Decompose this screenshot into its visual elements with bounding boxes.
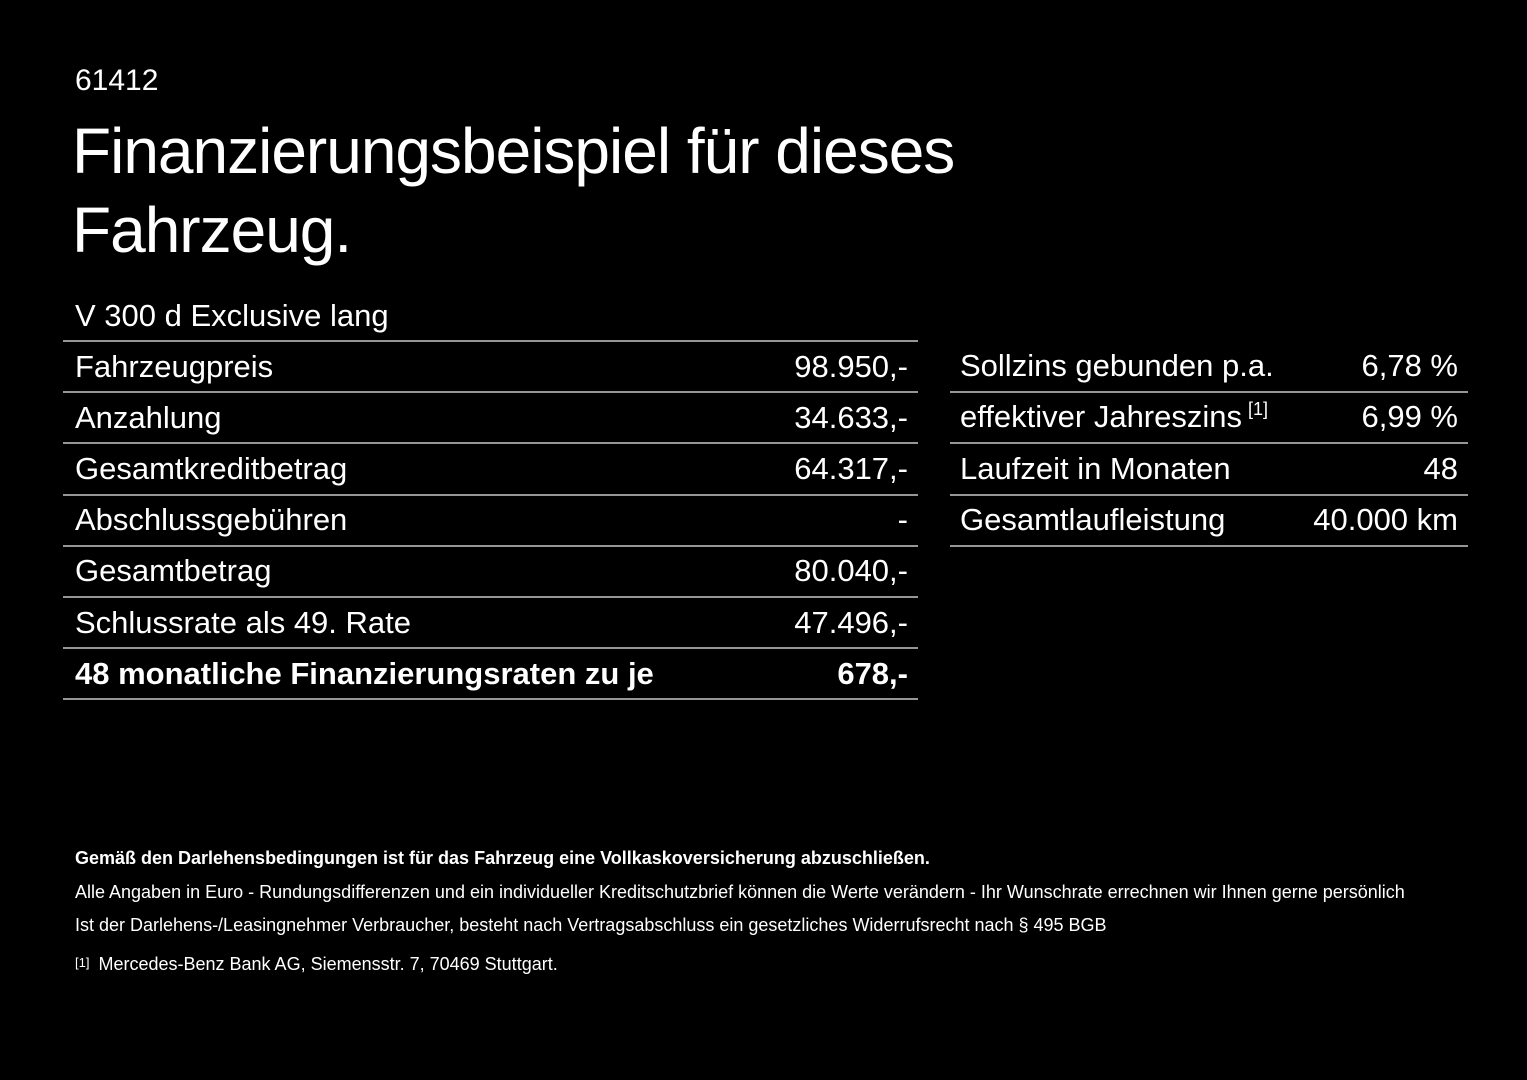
withdrawal-note: Ist der Darlehens-/Leasingnehmer Verbrau… [75,915,1107,935]
row-label: 48 monatliche Finanzierungsraten zu je [75,655,654,691]
row-value: 6,78 % [1361,347,1458,383]
page-number: 61412 [75,64,159,97]
bank-footnote-text: Mercedes-Benz Bank AG, Siemensstr. 7, 70… [98,954,558,974]
bank-footnote: [1] Mercedes-Benz Bank AG, Siemensstr. 7,… [75,951,1455,978]
row-value: 6,99 % [1361,399,1458,435]
table-row-effektiver-jahreszins: effektiver Jahreszins [1] 6,99 % [950,393,1468,444]
footnote-marker: [1] [75,955,90,970]
row-value: 80.040,- [794,553,908,589]
row-label: Gesamtbetrag [75,553,272,589]
financing-table: V 300 d Exclusive lang Fahrzeugpreis 98.… [63,292,918,701]
row-label: Gesamtkreditbetrag [75,450,348,486]
vehicle-model: V 300 d Exclusive lang [63,292,918,342]
row-value: - [897,502,908,538]
table-row-fahrzeugpreis: Fahrzeugpreis 98.950,- [63,342,918,394]
disclaimer-note: Alle Angaben in Euro - Rundungsdifferenz… [75,882,1405,902]
row-label: Laufzeit in Monaten [960,450,1231,486]
row-label: Gesamtlaufleistung [960,502,1226,538]
row-label: effektiver Jahreszins [1] [960,399,1269,435]
table-row-schlussrate: Schlussrate als 49. Rate 47.496,- [63,598,918,650]
row-value: 48 [1423,450,1458,486]
page-title: Finanzierungsbeispiel für dieses Fahrzeu… [72,115,955,266]
table-row-monatsrate: 48 monatliche Finanzierungsraten zu je 6… [63,649,918,701]
row-value: 47.496,- [794,604,908,640]
footnote-reference-icon: [1] [1248,399,1269,420]
row-value: 64.317,- [794,450,908,486]
row-label: Fahrzeugpreis [75,348,274,384]
table-row-anzahlung: Anzahlung 34.633,- [63,393,918,445]
row-value: 34.633,- [794,399,908,435]
row-value: 678,- [837,655,908,691]
table-row-gesamtkreditbetrag: Gesamtkreditbetrag 64.317,- [63,444,918,496]
footer-notes: Gemäß den Darlehensbedingungen ist für d… [75,845,1455,984]
row-label: Anzahlung [75,399,222,435]
table-row-laufzeit: Laufzeit in Monaten 48 [950,444,1468,496]
table-row-gesamtlaufleistung: Gesamtlaufleistung 40.000 km [950,496,1468,547]
table-row-gesamtbetrag: Gesamtbetrag 80.040,- [63,547,918,598]
table-row-sollzins: Sollzins gebunden p.a. 6,78 % [950,341,1468,393]
row-label: Schlussrate als 49. Rate [75,604,412,640]
row-label: Sollzins gebunden p.a. [960,347,1274,383]
row-value: 40.000 km [1313,502,1458,538]
insurance-note: Gemäß den Darlehensbedingungen ist für d… [75,848,930,868]
table-row-abschlussgebuehren: Abschlussgebühren - [63,496,918,547]
conditions-table: Sollzins gebunden p.a. 6,78 % effektiver… [950,341,1468,547]
row-label: Abschlussgebühren [75,502,348,538]
row-value: 98.950,- [794,348,908,384]
